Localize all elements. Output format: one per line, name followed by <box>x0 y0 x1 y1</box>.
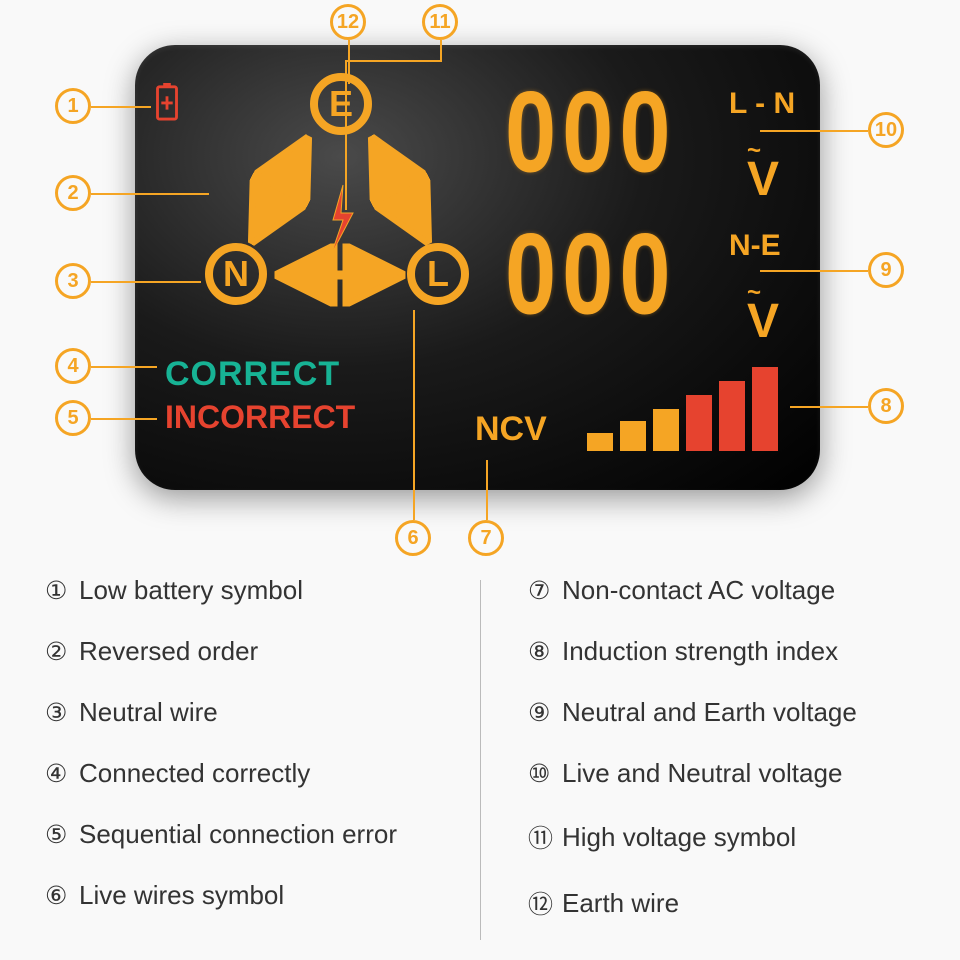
legend: ①Low battery symbol ②Reversed order ③Neu… <box>35 575 925 951</box>
legend-item-3: ③Neutral wire <box>45 697 480 728</box>
legend-item-10: ⑩Live and Neutral voltage <box>528 758 925 789</box>
legend-item-4: ④Connected correctly <box>45 758 480 789</box>
callout-5: 5 <box>55 400 91 436</box>
ne-voltage-label: N-E <box>729 229 781 263</box>
legend-item-1: ①Low battery symbol <box>45 575 480 606</box>
status-correct: CORRECT <box>165 355 340 394</box>
legend-item-11: ⑪High voltage symbol <box>528 819 925 855</box>
callout-9: 9 <box>868 252 904 288</box>
legend-item-12: ⑫Earth wire <box>528 885 925 921</box>
callout-8: 8 <box>868 388 904 424</box>
callout-6: 6 <box>395 520 431 556</box>
ncv-label: NCV <box>475 410 547 449</box>
callout-2: 2 <box>55 175 91 211</box>
callout-1: 1 <box>55 88 91 124</box>
ne-voltage-value: 000 <box>505 210 677 341</box>
legend-item-8: ⑧Induction strength index <box>528 636 925 667</box>
legend-item-2: ②Reversed order <box>45 636 480 667</box>
legend-item-9: ⑨Neutral and Earth voltage <box>528 697 925 728</box>
arrows-icon <box>195 75 485 325</box>
battery-icon <box>155 83 179 121</box>
callout-7: 7 <box>468 520 504 556</box>
ln-voltage-label: L - N <box>729 87 795 121</box>
legend-item-7: ⑦Non-contact AC voltage <box>528 575 925 606</box>
ne-voltage-unit: ~V <box>747 265 779 375</box>
legend-item-6: ⑥Live wires symbol <box>45 880 480 911</box>
callout-3: 3 <box>55 263 91 299</box>
signal-bars <box>587 361 807 451</box>
callout-11: 11 <box>422 4 458 40</box>
lcd-display: E N L 000 L - N ~V 000 N-E ~V CORRECT IN… <box>135 45 820 490</box>
callout-4: 4 <box>55 348 91 384</box>
callout-12: 12 <box>330 4 366 40</box>
ln-voltage-value: 000 <box>505 68 677 199</box>
lightning-icon <box>331 185 353 255</box>
status-incorrect: INCORRECT <box>165 399 355 436</box>
legend-item-5: ⑤Sequential connection error <box>45 819 480 850</box>
callout-10: 10 <box>868 112 904 148</box>
ln-voltage-unit: ~V <box>747 123 779 233</box>
